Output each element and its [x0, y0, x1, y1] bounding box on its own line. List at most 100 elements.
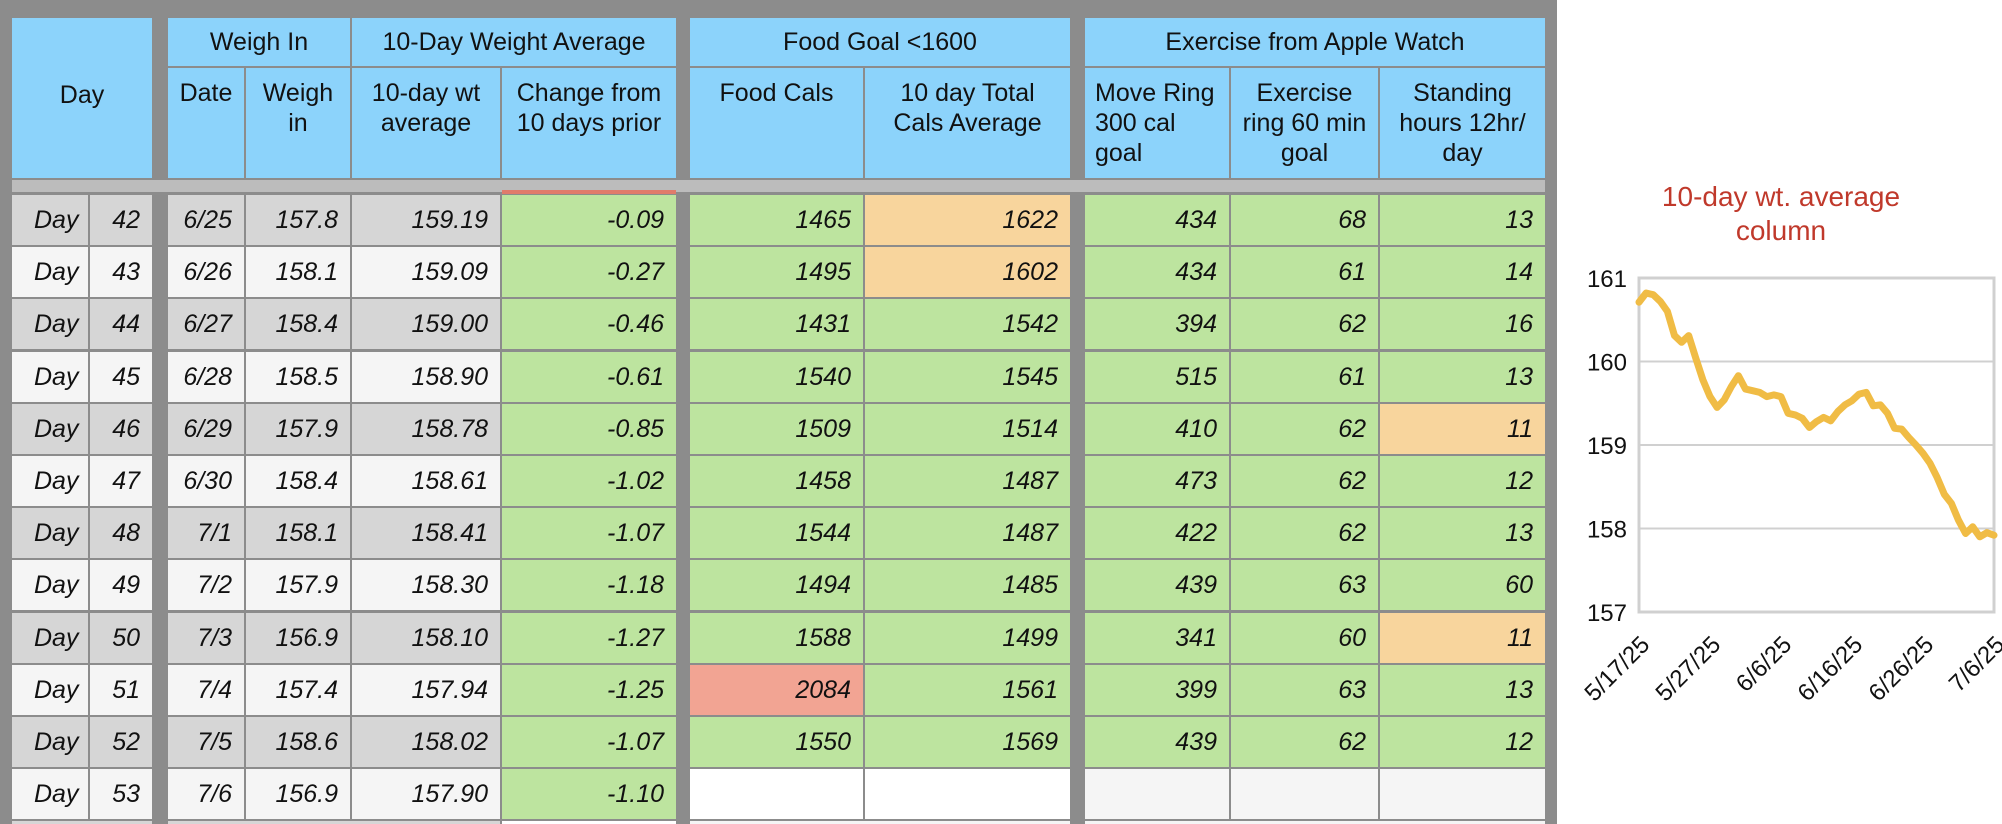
standing-hours-cell[interactable] [1380, 769, 1545, 819]
change-cell[interactable]: -0.27 [502, 247, 676, 297]
weight-average-cell[interactable]: 158.78 [352, 404, 500, 454]
move-ring-cell[interactable] [1085, 769, 1229, 819]
day-label-cell[interactable]: Day [12, 299, 88, 349]
weigh-in-cell[interactable]: 158.5 [246, 352, 350, 402]
move-ring-cell[interactable]: 399 [1085, 665, 1229, 715]
day-label-cell[interactable]: Day [12, 195, 88, 245]
exercise-ring-cell[interactable]: 62 [1231, 717, 1378, 767]
weigh-in-cell[interactable]: 158.1 [246, 247, 350, 297]
day-label-cell[interactable]: Day [12, 613, 88, 663]
change-cell[interactable]: -1.10 [502, 769, 676, 819]
day-number-cell[interactable]: 49 [90, 560, 152, 610]
move-ring-cell[interactable]: 434 [1085, 247, 1229, 297]
column-header-food[interactable]: Food Cals [690, 68, 863, 178]
weight-average-cell[interactable]: 157.90 [352, 769, 500, 819]
date-cell[interactable]: 6/28 [168, 352, 244, 402]
weigh-in-cell[interactable]: 158.4 [246, 456, 350, 506]
food-cals-cell[interactable]: 1540 [690, 352, 863, 402]
total-cals-average-cell[interactable]: 1602 [865, 247, 1070, 297]
change-cell[interactable]: -0.85 [502, 404, 676, 454]
day-label-cell[interactable]: Day [12, 247, 88, 297]
food-cals-cell[interactable]: 1544 [690, 508, 863, 558]
day-label-cell[interactable]: Day [12, 352, 88, 402]
change-cell[interactable]: -1.18 [502, 560, 676, 610]
change-cell[interactable]: -1.07 [502, 508, 676, 558]
move-ring-cell[interactable]: 515 [1085, 352, 1229, 402]
day-number-cell[interactable]: 48 [90, 508, 152, 558]
day-label-cell[interactable]: Day [12, 665, 88, 715]
column-header-day[interactable]: Day [12, 18, 152, 178]
weigh-in-cell[interactable]: 158.1 [246, 508, 350, 558]
weight-average-cell[interactable]: 158.90 [352, 352, 500, 402]
day-label-cell[interactable]: Day [12, 717, 88, 767]
weigh-in-cell[interactable]: 157.4 [246, 665, 350, 715]
weight-average-cell[interactable]: 158.30 [352, 560, 500, 610]
food-cals-cell[interactable]: 1495 [690, 247, 863, 297]
weight-average-cell[interactable]: 159.00 [352, 299, 500, 349]
weigh-in-cell[interactable]: 157.9 [246, 404, 350, 454]
column-header-weigh[interactable]: Weigh in [246, 68, 350, 178]
standing-hours-cell[interactable]: 13 [1380, 195, 1545, 245]
total-cals-average-cell[interactable]: 1485 [865, 560, 1070, 610]
day-number-cell[interactable]: 42 [90, 195, 152, 245]
total-cals-average-cell[interactable]: 1542 [865, 299, 1070, 349]
food-cals-cell[interactable] [690, 769, 863, 819]
food-cals-cell[interactable]: 1458 [690, 456, 863, 506]
weigh-in-cell[interactable]: 158.6 [246, 717, 350, 767]
standing-hours-cell[interactable]: 60 [1380, 560, 1545, 610]
date-cell[interactable]: 6/26 [168, 247, 244, 297]
day-label-cell[interactable]: Day [12, 404, 88, 454]
day-number-cell[interactable]: 52 [90, 717, 152, 767]
exercise-ring-cell[interactable] [1231, 769, 1378, 819]
standing-hours-cell[interactable]: 11 [1380, 613, 1545, 663]
total-cals-average-cell[interactable]: 1561 [865, 665, 1070, 715]
total-cals-average-cell[interactable]: 1499 [865, 613, 1070, 663]
weigh-in-cell[interactable]: 156.9 [246, 769, 350, 819]
food-cals-cell[interactable]: 1465 [690, 195, 863, 245]
weight-average-cell[interactable]: 158.10 [352, 613, 500, 663]
exercise-ring-cell[interactable]: 63 [1231, 560, 1378, 610]
total-cals-average-cell[interactable]: 1622 [865, 195, 1070, 245]
total-cals-average-cell[interactable] [865, 769, 1070, 819]
standing-hours-cell[interactable]: 13 [1380, 352, 1545, 402]
column-header-move[interactable]: Move Ring 300 cal goal [1085, 68, 1229, 178]
day-label-cell[interactable]: Day [12, 560, 88, 610]
weight-average-cell[interactable]: 158.41 [352, 508, 500, 558]
day-label-cell[interactable]: Day [12, 508, 88, 558]
exercise-ring-cell[interactable]: 63 [1231, 665, 1378, 715]
total-cals-average-cell[interactable]: 1487 [865, 508, 1070, 558]
total-cals-average-cell[interactable]: 1514 [865, 404, 1070, 454]
standing-hours-cell[interactable]: 12 [1380, 717, 1545, 767]
change-cell[interactable]: -0.09 [502, 195, 676, 245]
standing-hours-cell[interactable]: 12 [1380, 456, 1545, 506]
date-cell[interactable]: 7/4 [168, 665, 244, 715]
total-cals-average-cell[interactable]: 1545 [865, 352, 1070, 402]
total-cals-average-cell[interactable]: 1487 [865, 456, 1070, 506]
food-cals-cell[interactable]: 2084 [690, 665, 863, 715]
exercise-ring-cell[interactable]: 61 [1231, 247, 1378, 297]
exercise-ring-cell[interactable]: 62 [1231, 299, 1378, 349]
column-header-change[interactable]: Change from 10 days prior [502, 68, 676, 178]
day-label-cell[interactable]: Day [12, 769, 88, 819]
day-number-cell[interactable]: 45 [90, 352, 152, 402]
move-ring-cell[interactable]: 439 [1085, 560, 1229, 610]
weight-average-cell[interactable]: 159.19 [352, 195, 500, 245]
date-cell[interactable]: 6/30 [168, 456, 244, 506]
change-cell[interactable]: -0.61 [502, 352, 676, 402]
food-cals-cell[interactable]: 1509 [690, 404, 863, 454]
total-cals-average-cell[interactable]: 1569 [865, 717, 1070, 767]
day-number-cell[interactable]: 53 [90, 769, 152, 819]
weight-average-cell[interactable]: 157.94 [352, 665, 500, 715]
column-header-exercise[interactable]: Exercise ring 60 min goal [1231, 68, 1378, 178]
weigh-in-cell[interactable]: 157.8 [246, 195, 350, 245]
date-cell[interactable]: 6/29 [168, 404, 244, 454]
column-header-total[interactable]: 10 day Total Cals Average [865, 68, 1070, 178]
move-ring-cell[interactable]: 341 [1085, 613, 1229, 663]
move-ring-cell[interactable]: 473 [1085, 456, 1229, 506]
change-cell[interactable]: -1.02 [502, 456, 676, 506]
day-number-cell[interactable]: 47 [90, 456, 152, 506]
change-cell[interactable]: -1.27 [502, 613, 676, 663]
food-cals-cell[interactable]: 1550 [690, 717, 863, 767]
standing-hours-cell[interactable]: 11 [1380, 404, 1545, 454]
weigh-in-cell[interactable]: 158.4 [246, 299, 350, 349]
